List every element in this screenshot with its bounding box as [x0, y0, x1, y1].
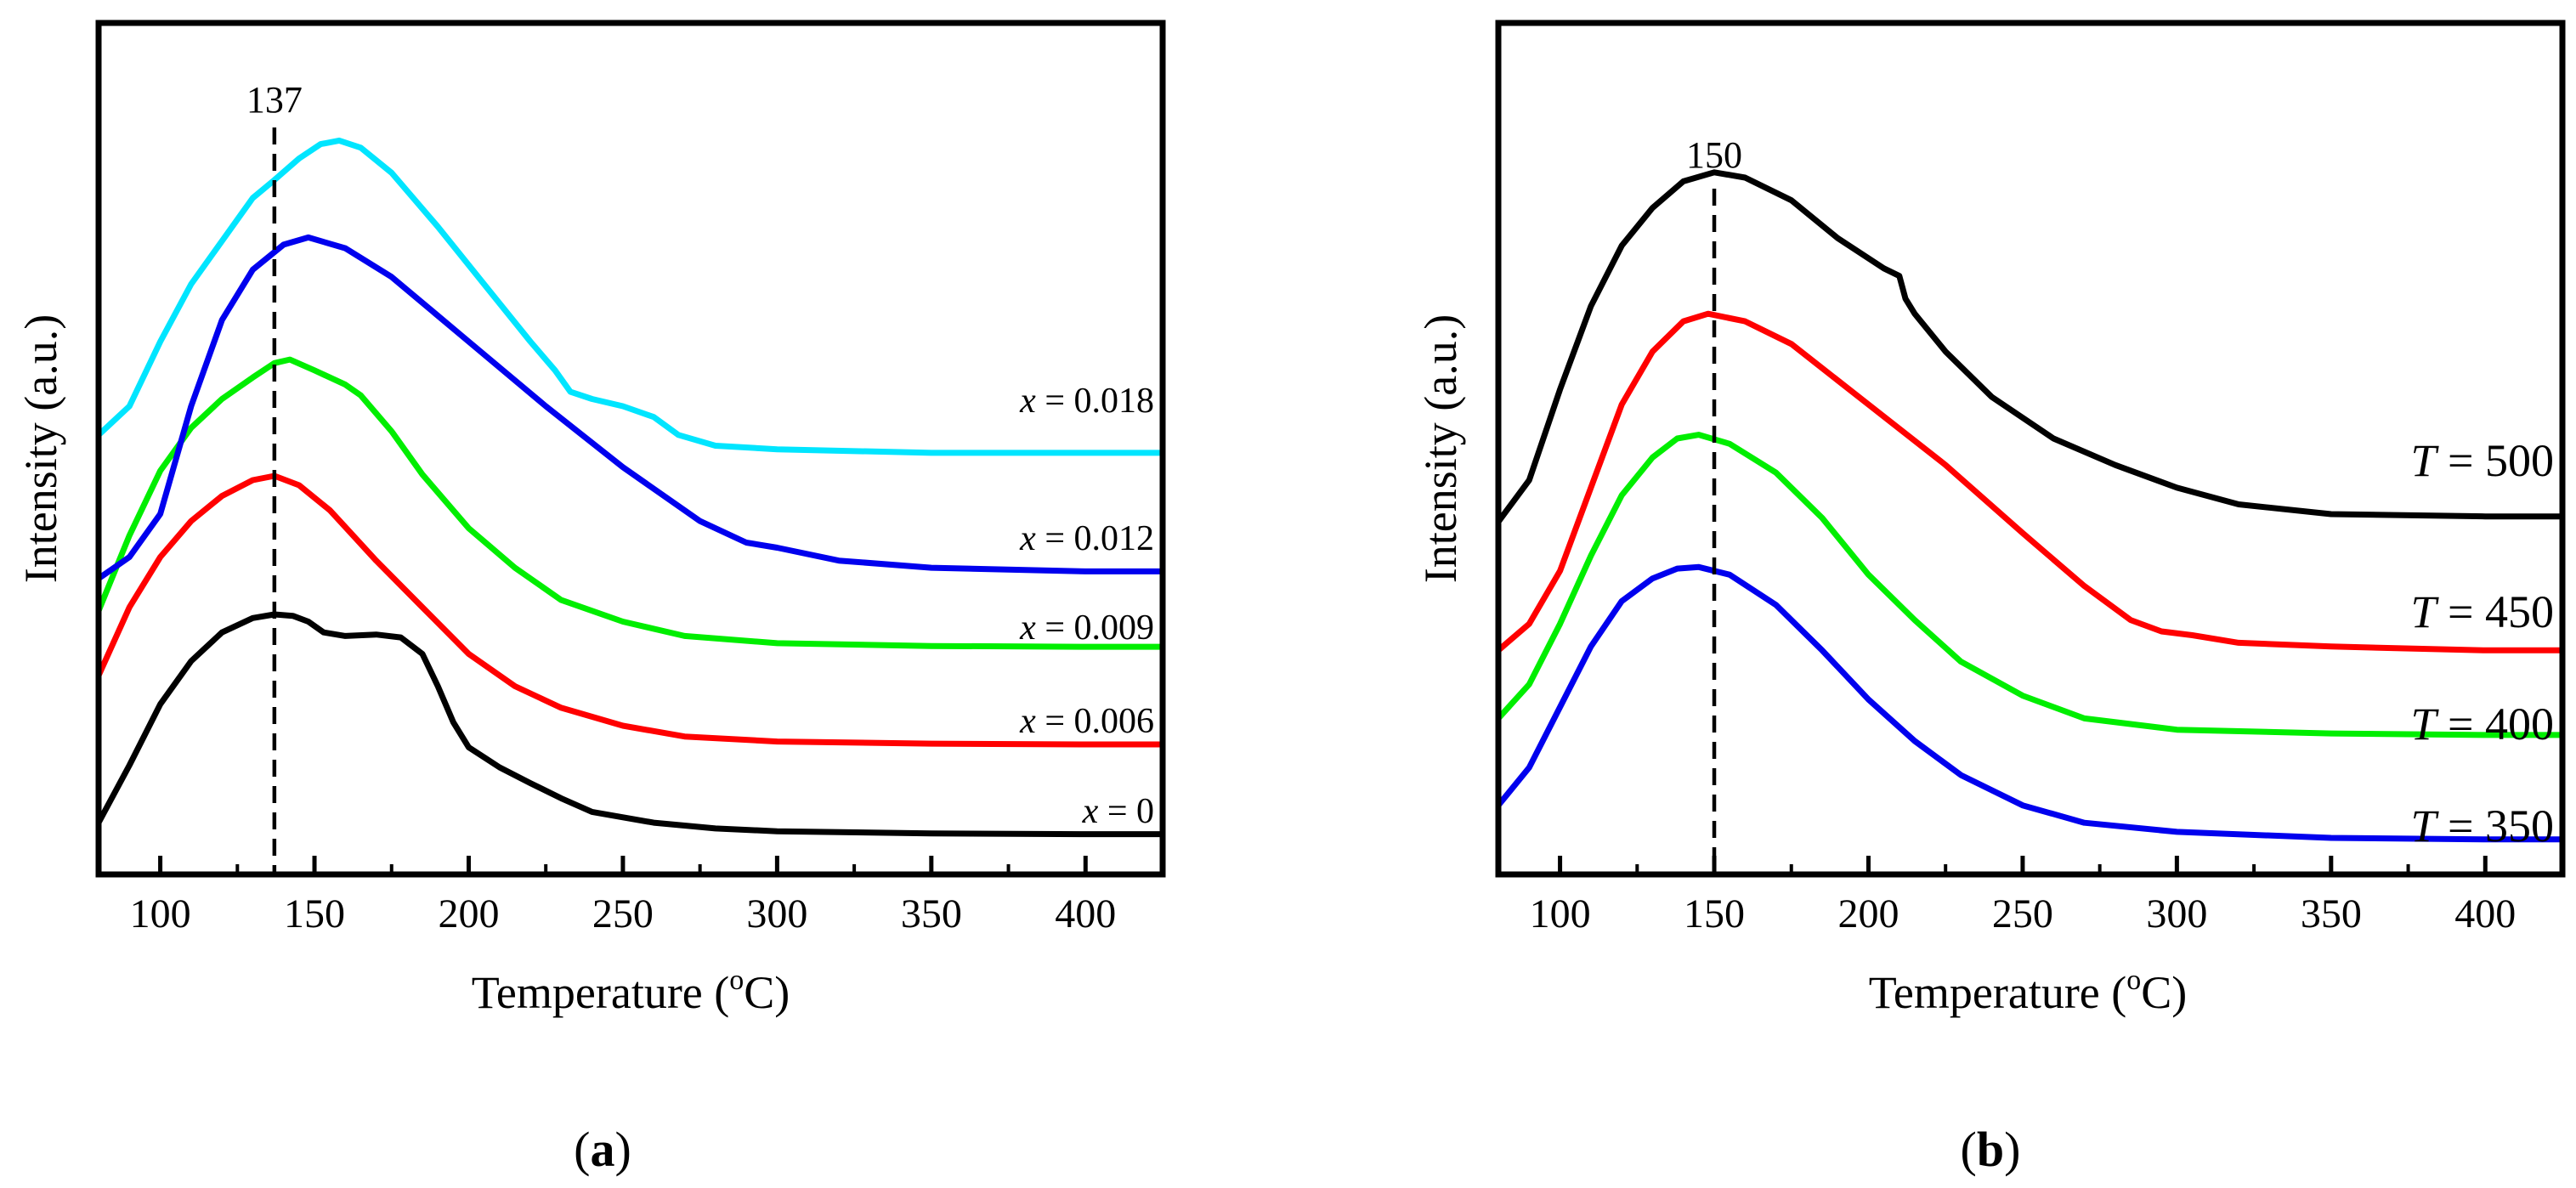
- panel-b-series-label: T = 350: [2410, 800, 2554, 851]
- panel-b-x-tick-label: 300: [2146, 891, 2207, 936]
- panel-a-series-label: x = 0: [1082, 792, 1154, 831]
- panel-b-x-tick-label: 200: [1837, 891, 1899, 936]
- panel-a-marker-label: 137: [246, 79, 303, 121]
- panel-b-series-line-450: [1495, 432, 2566, 738]
- panel-b-x-tick-labels: 100 150 200 250 300 350 400: [1530, 891, 2517, 936]
- panel-a-frame: [95, 20, 1166, 878]
- panel-b-label: (b): [1961, 1122, 2021, 1177]
- panel-a-x-tick-label: 350: [901, 891, 962, 936]
- panel-a-series-label: x = 0.018: [1019, 382, 1154, 421]
- panel-b-series-label: T = 450: [2410, 586, 2554, 637]
- panel-a-series-line-0-009: [95, 356, 1166, 650]
- panel-a-series-line-0: [95, 611, 1166, 838]
- panel-b-frame: [1495, 20, 2566, 878]
- panel-a-series-lines: [95, 137, 1166, 838]
- panel-a-x-tick-label: 200: [438, 891, 499, 936]
- panel-a-x-tick-label: 400: [1055, 891, 1116, 936]
- panel-a-x-tick-label: 300: [746, 891, 807, 936]
- panel-a-series-line-0-006: [95, 472, 1166, 748]
- panel-a-x-tick-label: 250: [592, 891, 654, 936]
- panel-a-series-label: x = 0.009: [1019, 608, 1154, 648]
- panel-b-series-line-500: [1495, 563, 2566, 843]
- panel-b-x-axis-label: Temperature (oC): [1869, 965, 2188, 1018]
- panel-b-y-axis-label: Intensity (a.u.): [1415, 314, 1466, 583]
- panel-b-x-tick-label: 100: [1530, 891, 1591, 936]
- panel-a-y-axis-label: Intensity (a.u.): [15, 314, 66, 583]
- panel-b: 150 100 150 200 250 300 350 400 T = 350 T = 400…: [1415, 20, 2566, 1177]
- panel-b-x-tick-label: 150: [1684, 891, 1745, 936]
- panel-a-series-labels: x = 0 x = 0.006 x = 0.009 x = 0.012 x = 0.01…: [1019, 382, 1154, 831]
- panel-a-series-label: x = 0.006: [1019, 702, 1154, 741]
- panel-a-x-tick-label: 150: [284, 891, 345, 936]
- panel-b-series-line-350: [1495, 169, 2566, 525]
- panel-a-x-tick-label: 100: [130, 891, 191, 936]
- panel-a-x-tick-labels: 100 150 200 250 300 350 400: [130, 891, 1117, 936]
- panel-a-label: (a): [574, 1122, 631, 1177]
- panel-a-x-axis-label: Temperature (oC): [472, 965, 790, 1018]
- panel-b-series-label: T = 400: [2410, 699, 2554, 750]
- panel-b-x-ticks: [1558, 856, 2488, 874]
- panel-b-x-tick-label: 350: [2301, 891, 2362, 936]
- panel-b-marker-label: 150: [1686, 134, 1742, 176]
- panel-b-x-tick-label: 400: [2454, 891, 2516, 936]
- panel-b-series-labels: T = 350 T = 400 T = 450 T = 500: [2410, 435, 2554, 851]
- panel-a-series-label: x = 0.012: [1019, 519, 1154, 558]
- panel-a: 137 100 150 200 250 300 350 400 x = 0 x = 0.006…: [15, 20, 1166, 1177]
- panel-a-x-ticks: [158, 856, 1088, 874]
- panel-b-series-lines: [1495, 169, 2566, 843]
- panel-b-x-tick-label: 250: [1992, 891, 2053, 936]
- panel-b-series-line-400: [1495, 310, 2566, 653]
- panel-a-series-line-0-018: [95, 137, 1166, 456]
- panel-b-series-label: T = 500: [2410, 435, 2554, 486]
- panel-a-series-line-0-012: [95, 234, 1166, 582]
